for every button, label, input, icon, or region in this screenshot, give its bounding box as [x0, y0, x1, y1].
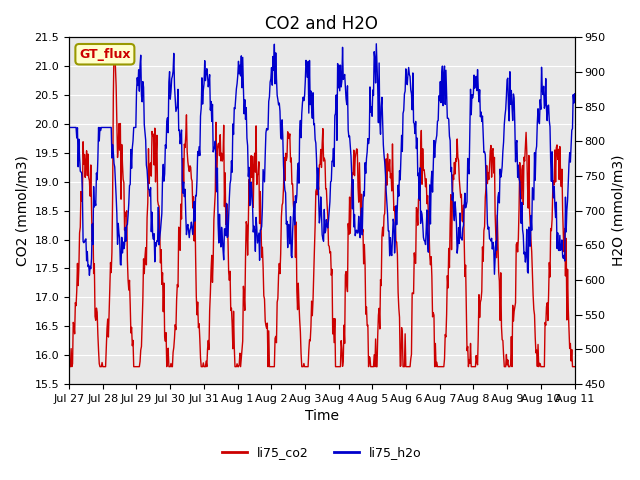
li75_co2 [74, 283, 82, 288]
li75_co2 [399, 330, 406, 336]
li75_h2o [74, 164, 82, 169]
Line: li75_h2o: li75_h2o [69, 44, 575, 276]
X-axis label: Time: Time [305, 409, 339, 423]
li75_h2o [179, 180, 186, 186]
li75_co2 [179, 173, 186, 179]
li75_h2o [385, 228, 392, 234]
Line: li75_co2: li75_co2 [69, 49, 575, 367]
li75_h2o [372, 41, 380, 47]
li75_h2o [205, 79, 212, 84]
li75_co2 [127, 330, 135, 336]
li75_h2o [399, 110, 407, 116]
Legend: li75_co2, li75_h2o: li75_co2, li75_h2o [217, 442, 426, 465]
li75_co2 [571, 364, 579, 370]
li75_co2 [205, 347, 212, 352]
li75_h2o [86, 273, 93, 278]
li75_h2o [65, 125, 73, 131]
li75_co2 [110, 46, 118, 52]
li75_h2o [571, 91, 579, 96]
li75_co2 [384, 151, 392, 157]
li75_h2o [127, 146, 135, 152]
Text: GT_flux: GT_flux [79, 48, 131, 61]
Y-axis label: CO2 (mmol/m3): CO2 (mmol/m3) [15, 155, 29, 266]
Y-axis label: H2O (mmol/m3): H2O (mmol/m3) [611, 155, 625, 266]
Title: CO2 and H2O: CO2 and H2O [266, 15, 378, 33]
li75_co2 [65, 364, 73, 370]
